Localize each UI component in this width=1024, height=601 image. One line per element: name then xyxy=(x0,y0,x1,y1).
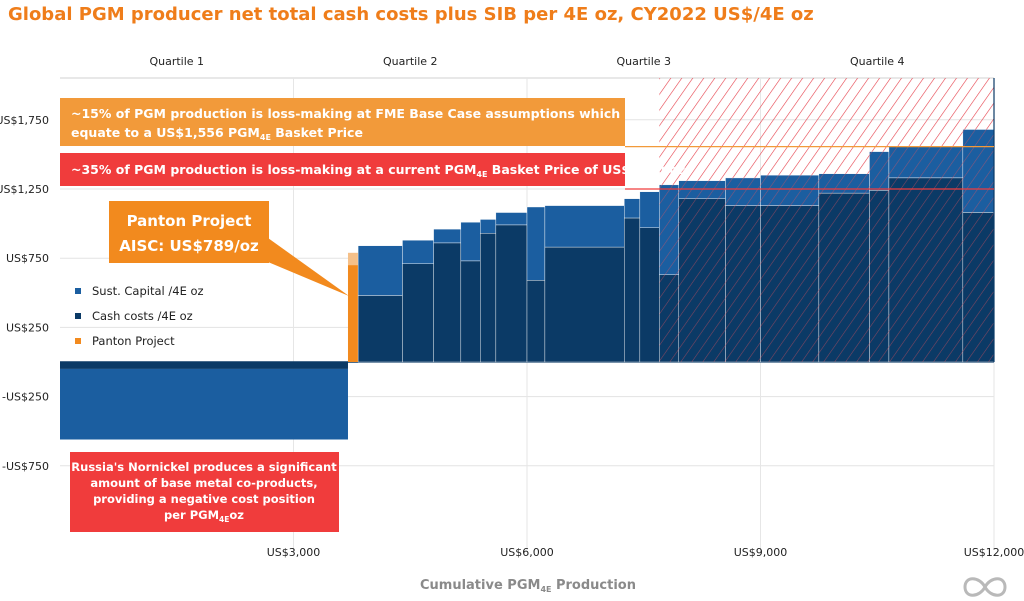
legend-label: Panton Project xyxy=(92,334,175,348)
x-axis-ticks: US$3,000 US$6,000 US$9,000 US$12,000 xyxy=(267,546,1024,559)
annotation-fme-line2: equate to a US$1,556 PGM4E Basket Price xyxy=(71,125,363,142)
sib-bar xyxy=(495,212,528,226)
cash-cost-bar xyxy=(639,227,660,363)
x-tick-label: US$3,000 xyxy=(267,546,321,559)
annotation-fme-loss: ~15% of PGM production is loss-making at… xyxy=(60,98,625,146)
panton-sib-bar xyxy=(347,252,359,266)
sib-bar xyxy=(433,228,462,244)
panton-callout-line1: Panton Project xyxy=(127,212,252,230)
y-tick-label: US$1,750 xyxy=(0,114,49,127)
panton-callout-pointer xyxy=(268,238,349,296)
annotation-current-loss: ~35% of PGM production is loss-making at… xyxy=(60,153,685,186)
cash-cost-bar xyxy=(624,217,641,363)
cash-cost-bar xyxy=(460,260,481,363)
reference-lines xyxy=(625,78,995,362)
nornickel-line4: per PGM4Eoz xyxy=(164,508,244,524)
nornickel-line2: amount of base metal co-products, xyxy=(90,476,317,490)
x-tick-label: US$6,000 xyxy=(500,546,554,559)
y-tick-label: US$1,250 xyxy=(0,183,49,196)
panton-callout-box xyxy=(109,201,269,263)
cash-cost-bar xyxy=(526,280,546,363)
sib-bar xyxy=(480,219,497,234)
nornickel-line3: providing a negative cost position xyxy=(93,492,315,506)
cash-cost-bar xyxy=(357,295,403,363)
sib-bar xyxy=(544,205,625,248)
annotation-panton: Panton Project AISC: US$789/oz xyxy=(109,201,349,296)
annotation-current-text: ~35% of PGM production is loss-making at… xyxy=(71,162,685,179)
quartile-label: Quartile 4 xyxy=(850,55,905,68)
loss-region-overlay xyxy=(659,78,994,362)
chart-title: Global PGM producer net total cash costs… xyxy=(8,4,814,25)
quartile-label: Quartile 2 xyxy=(383,55,438,68)
legend-label: Cash costs /4E oz xyxy=(92,309,193,323)
panton-cash-bar xyxy=(347,265,359,362)
cash-cost-bar xyxy=(402,263,434,363)
sib-bar xyxy=(639,191,660,228)
annotation-fme-line1: ~15% of PGM production is loss-making at… xyxy=(71,106,620,121)
cash-cost-bar xyxy=(544,246,625,363)
sib-bar xyxy=(357,245,403,296)
y-tick-label: -US$250 xyxy=(2,391,49,404)
annotation-current-box xyxy=(60,153,625,186)
panton-callout-line2: AISC: US$789/oz xyxy=(119,237,259,255)
legend: Sust. Capital /4E oz Cash costs /4E oz Pan… xyxy=(75,284,204,348)
annotation-nornickel: Russia's Nornickel produces a significan… xyxy=(70,452,339,532)
cash-cost-bar xyxy=(433,242,462,363)
cash-cost-bar xyxy=(480,233,497,363)
sib-bar xyxy=(526,206,546,281)
hatch-overlay xyxy=(659,78,994,362)
annotation-fme-box xyxy=(60,98,625,146)
legend-swatch xyxy=(75,338,81,344)
quartile-label: Quartile 3 xyxy=(616,55,671,68)
sib-bar xyxy=(60,368,348,440)
cash-cost-bar xyxy=(60,362,348,369)
legend-swatch xyxy=(75,288,81,294)
nornickel-box xyxy=(70,452,339,532)
cash-cost-bar xyxy=(495,224,528,363)
y-tick-label: US$250 xyxy=(6,321,49,334)
legend-label: Sust. Capital /4E oz xyxy=(92,284,204,298)
x-tick-label: US$12,000 xyxy=(964,546,1024,559)
y-axis-ticks: US$1,750 US$1,250 US$750 US$250 -US$250 -US$7… xyxy=(0,114,49,473)
y-tick-label: -US$750 xyxy=(2,460,49,473)
sib-bar xyxy=(460,222,481,262)
y-tick-label: US$750 xyxy=(6,252,49,265)
quartile-labels: Quartile 1 Quartile 2 Quartile 3 Quartile 4 xyxy=(149,55,904,68)
quartile-label: Quartile 1 xyxy=(149,55,204,68)
sib-bar xyxy=(624,198,641,219)
x-axis-title: Cumulative PGM4E Production xyxy=(420,578,636,594)
infinity-logo xyxy=(963,577,1007,597)
x-tick-label: US$9,000 xyxy=(734,546,788,559)
sib-bar xyxy=(402,240,434,264)
nornickel-line1: Russia's Nornickel produces a significan… xyxy=(71,460,337,474)
legend-swatch xyxy=(75,313,81,319)
